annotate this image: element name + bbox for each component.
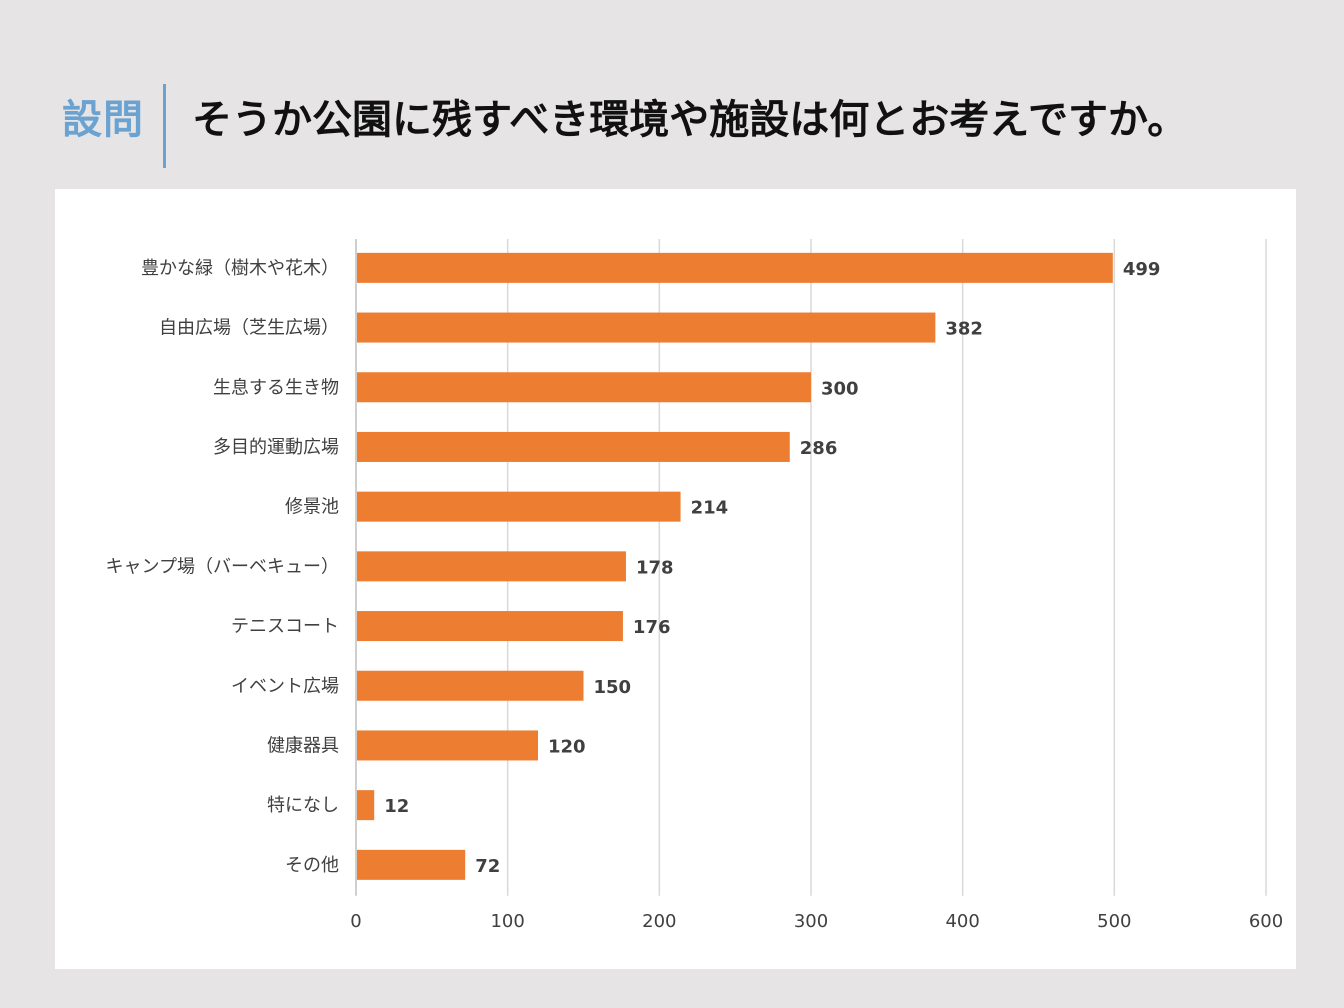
bar xyxy=(357,730,538,761)
category-label: 生息する生き物 xyxy=(213,377,339,398)
x-tick-label: 400 xyxy=(945,911,979,932)
category-label: 自由広場（芝生広場） xyxy=(159,318,339,339)
bar xyxy=(357,491,681,522)
data-label: 499 xyxy=(1123,259,1161,280)
bar xyxy=(357,372,811,403)
category-label: 豊かな緑（樹木や花木） xyxy=(141,258,339,279)
x-tick-label: 0 xyxy=(350,911,361,932)
data-label: 178 xyxy=(636,557,674,578)
data-label: 12 xyxy=(384,796,409,817)
question-title: そうか公園に残すべき環境や施設は何とお考えですか。 xyxy=(192,97,1188,143)
data-label: 150 xyxy=(594,677,632,698)
bar xyxy=(357,551,626,582)
bar xyxy=(357,611,623,642)
x-tick-label: 300 xyxy=(794,911,828,932)
category-label: 健康器具 xyxy=(267,735,339,756)
data-label: 382 xyxy=(945,319,983,340)
category-label: 特になし xyxy=(267,795,339,816)
bar xyxy=(357,790,375,821)
bar xyxy=(357,252,1113,283)
x-tick-label: 600 xyxy=(1249,911,1283,932)
header-divider xyxy=(163,84,166,168)
bar xyxy=(357,431,790,462)
bar xyxy=(357,849,466,880)
category-label: イベント広場 xyxy=(231,676,339,697)
x-tick-label: 100 xyxy=(490,911,524,932)
category-label: 多目的運動広場 xyxy=(213,437,339,458)
category-label: キャンプ場（バーベキュー） xyxy=(106,556,339,577)
data-label: 176 xyxy=(633,617,671,638)
x-tick-label: 500 xyxy=(1097,911,1131,932)
x-tick-label: 200 xyxy=(642,911,676,932)
category-label: その他 xyxy=(285,855,339,876)
bar-chart: 0 100 200 300 400 500 600 豊かな緑（樹木や花木） 499 自由広場（芝生… xyxy=(106,239,1283,932)
chart-panel: 0 100 200 300 400 500 600 豊かな緑（樹木や花木） 499 自由広場（芝生… xyxy=(55,189,1296,969)
data-label: 300 xyxy=(821,378,859,399)
data-label: 72 xyxy=(475,856,500,877)
data-label: 286 xyxy=(800,438,838,459)
data-label: 120 xyxy=(548,736,586,757)
data-label: 214 xyxy=(691,498,729,519)
bar xyxy=(357,312,936,343)
bar xyxy=(357,670,584,701)
question-label: 設問 xyxy=(62,97,144,143)
category-label: テニスコート xyxy=(231,616,339,637)
category-label: 修景池 xyxy=(285,497,339,518)
